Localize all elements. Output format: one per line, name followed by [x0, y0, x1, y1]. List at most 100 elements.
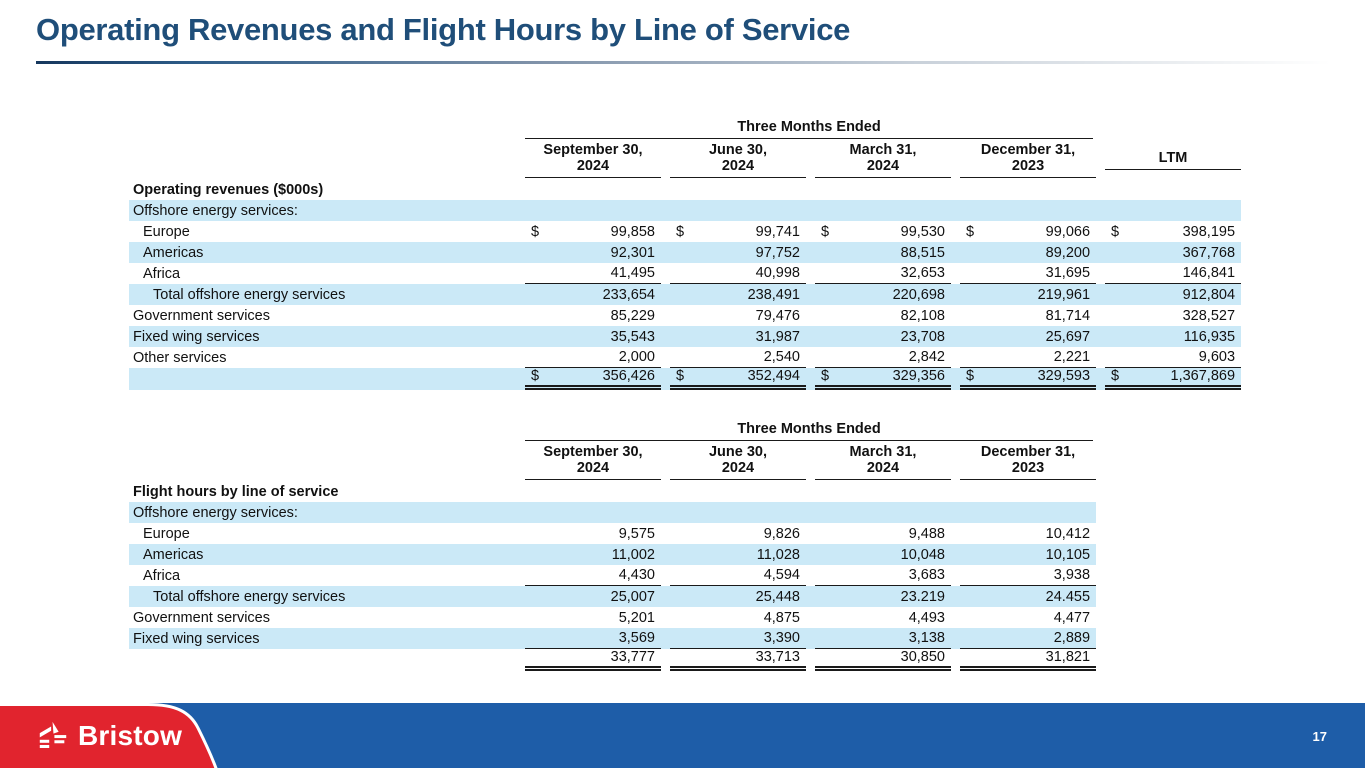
cell-value: [1096, 179, 1241, 200]
table-row: Africa 41,495 40,998 32,653 31,695 146,841: [129, 263, 1242, 284]
bristow-logo-icon: [39, 721, 67, 748]
value-text: 25,697: [1045, 328, 1091, 345]
value-text: 82,108: [900, 307, 945, 324]
cell-inner: 2,540: [670, 347, 806, 368]
cell-value: 79,476: [661, 305, 806, 326]
cell-inner: 2,842: [815, 347, 951, 368]
cell-value: [661, 481, 806, 502]
cell-inner: 97,752: [670, 242, 806, 263]
row-label: Total offshore energy services: [153, 588, 346, 605]
cell-value: 4,875: [661, 607, 806, 628]
cell-inner: 24.455: [960, 586, 1096, 607]
cell-inner: $329,593: [960, 368, 1097, 390]
cell-value: 367,768: [1096, 242, 1241, 263]
dollar-sign: $: [1111, 368, 1120, 384]
cell-inner: 5,201: [525, 607, 661, 628]
value-text: 99,741: [755, 223, 800, 240]
cell-inner: 31,987: [670, 326, 806, 347]
cell-value: 23,708: [806, 326, 951, 347]
cell-value: [951, 481, 1096, 502]
cell-value: 3,683: [806, 565, 951, 586]
value-text: 88,515: [900, 244, 945, 261]
cell-inner: 10,048: [815, 544, 951, 565]
value-text: 30,850: [900, 649, 945, 665]
cell-inner: 35,543: [525, 326, 661, 347]
row-label: Offshore energy services:: [133, 202, 298, 219]
value-text: 33,777: [610, 649, 655, 665]
span-header-label: Three Months Ended: [525, 421, 1094, 441]
spacer-cell: [129, 140, 516, 179]
column-header-label: December 31, 2023: [960, 142, 1097, 178]
footer-bar: Bristow 17: [0, 703, 1365, 768]
column-header-cell: June 30, 2024: [661, 140, 806, 179]
row-label: Operating revenues ($000s): [133, 181, 324, 198]
cell-value: 220,698: [806, 284, 951, 305]
value-text: 97,752: [755, 244, 800, 261]
spacer-cell: [129, 442, 516, 481]
column-header-label: June 30, 2024: [670, 444, 806, 480]
cell-inner: 238,491: [670, 284, 806, 305]
cell-value: 25,007: [516, 586, 661, 607]
value-text: 4,430: [618, 567, 655, 583]
cell-inner: 4,594: [670, 565, 806, 586]
column-header-cell: September 30, 2024: [516, 140, 661, 179]
cell-value: [806, 481, 951, 502]
cell-inner: 3,390: [670, 628, 806, 649]
cell-value: [516, 179, 661, 200]
table-column-header-row: September 30, 2024 June 30, 2024 March 31,…: [129, 140, 1242, 179]
cell-value: 30,850: [806, 649, 951, 671]
cell-value: 33,777: [516, 649, 661, 671]
cell-inner: 85,229: [525, 305, 661, 326]
value-text: 2,889: [1053, 630, 1091, 646]
cell-inner: 41,495: [525, 263, 661, 284]
cell-value: 82,108: [806, 305, 951, 326]
value-text: 9,826: [763, 525, 800, 542]
table-column-header-row: September 30, 2024 June 30, 2024 March 31,…: [129, 442, 1097, 481]
cell-value: 11,002: [516, 544, 661, 565]
page-number: 17: [1312, 729, 1327, 744]
cell-value: 328,527: [1096, 305, 1241, 326]
cell-value: 35,543: [516, 326, 661, 347]
cell-value: [661, 502, 806, 523]
cell-inner: 4,430: [525, 565, 661, 586]
table-row: Total offshore energy services 25,007 25,4…: [129, 586, 1097, 607]
value-text: 85,229: [610, 307, 655, 324]
column-header-label: September 30, 2024: [525, 444, 661, 480]
column-header-cell: December 31, 2023: [951, 442, 1097, 481]
cell-value: 10,105: [951, 544, 1096, 565]
dollar-sign: $: [676, 223, 685, 240]
cell-value: [951, 200, 1096, 221]
row-label: Government services: [133, 609, 270, 626]
table-row: Americas 11,002 11,028 10,048 10,105: [129, 544, 1097, 565]
value-text: 24.455: [1045, 588, 1091, 605]
table-row: Offshore energy services:: [129, 200, 1242, 221]
value-text: 11,028: [756, 546, 800, 563]
cell-value: 41,495: [516, 263, 661, 284]
table-row: $356,426 $352,494 $329,356 $329,593 $1,367,8…: [129, 368, 1242, 390]
cell-inner: 3,138: [815, 628, 951, 649]
cell-inner: 10,412: [960, 523, 1096, 544]
table-row: Operating revenues ($000s): [129, 179, 1241, 200]
column-header-label: September 30, 2024: [525, 142, 661, 178]
row-label: Americas: [143, 546, 204, 563]
cell-value: $99,066: [951, 221, 1096, 242]
cell-inner: $99,530: [815, 221, 951, 242]
value-text: 10,048: [900, 546, 945, 563]
cell-inner: 40,998: [670, 263, 806, 284]
cell-inner: $99,066: [960, 221, 1096, 242]
row-label: Europe: [143, 525, 190, 542]
dollar-sign: $: [966, 223, 975, 240]
value-text: 10,105: [1045, 546, 1091, 563]
cell-value: [1096, 200, 1241, 221]
cell-value: 81,714: [951, 305, 1096, 326]
cell-value: 2,889: [951, 628, 1097, 649]
dollar-sign: $: [821, 223, 830, 240]
cell-value: 33,713: [661, 649, 806, 671]
cell-value: 233,654: [516, 284, 661, 305]
dollar-sign: $: [966, 368, 975, 384]
cell-value: 85,229: [516, 305, 661, 326]
dollar-sign: $: [1111, 223, 1120, 240]
cell-value: 2,000: [516, 347, 661, 368]
value-text: 9,575: [618, 525, 655, 542]
cell-inner: 2,000: [525, 347, 661, 368]
